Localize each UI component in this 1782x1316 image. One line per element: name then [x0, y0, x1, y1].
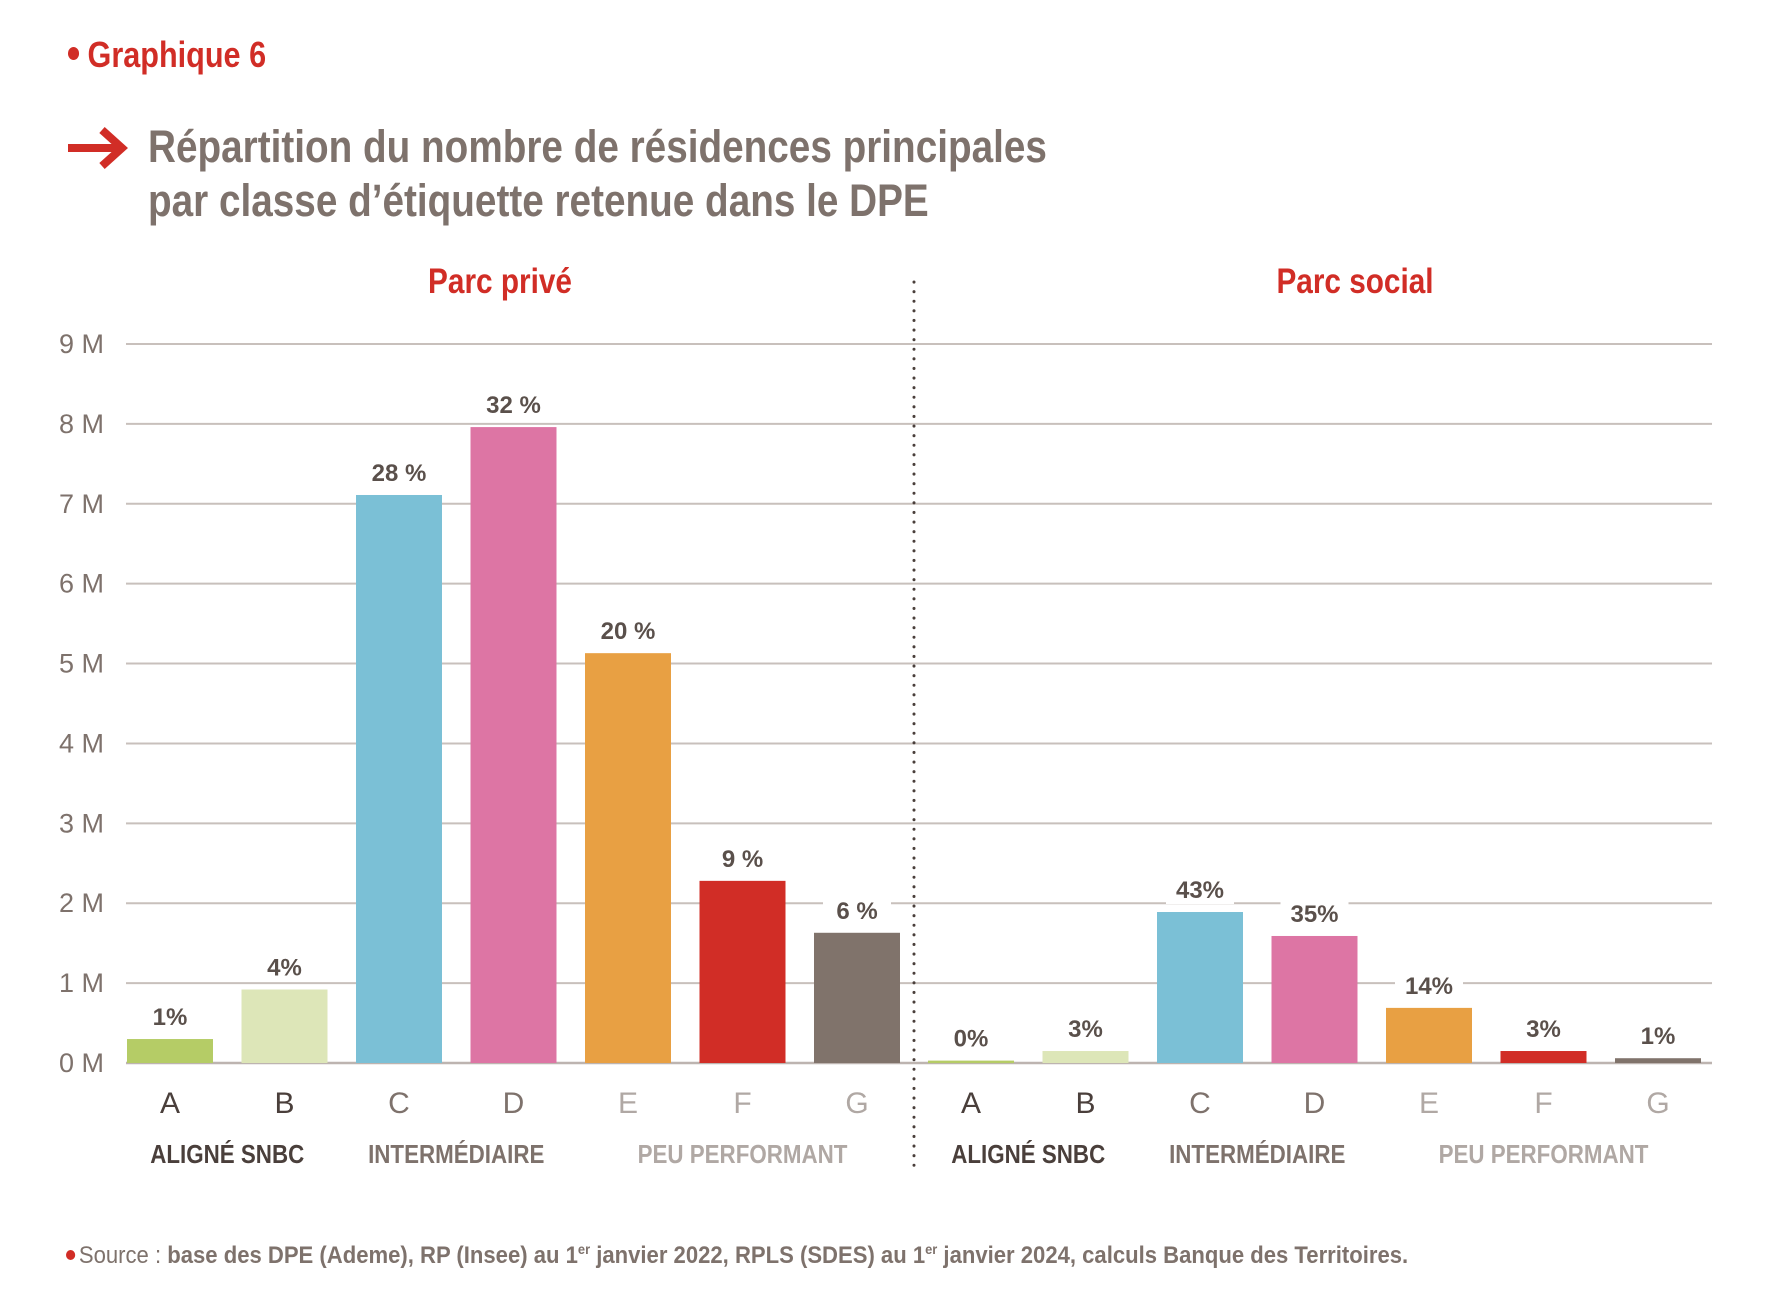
bar-social-g [1615, 1058, 1701, 1063]
data-label: 20 % [601, 618, 656, 645]
y-tick-label: 2 M [59, 888, 104, 918]
data-label: 28 % [372, 460, 427, 487]
data-label-background [594, 615, 662, 646]
panel-title-parc-prive: Parc privé [428, 262, 572, 301]
x-group-label: PEU PERFORMANT [638, 1140, 848, 1169]
data-label: 1% [153, 1004, 188, 1031]
data-label: 4% [267, 955, 302, 982]
data-label: 9 % [722, 846, 763, 873]
source-sup-1: er [577, 1241, 591, 1257]
y-tick-label: 6 M [59, 569, 104, 599]
bar-social-b [1042, 1051, 1129, 1063]
chart-title: Répartition du nombre de résidences prin… [148, 120, 1047, 228]
y-tick-label: 3 M [59, 808, 104, 838]
data-label-background [823, 894, 891, 925]
bullet-icon [68, 46, 80, 60]
data-label: 6 % [836, 898, 877, 925]
data-label: 0% [954, 1026, 989, 1053]
figure-label-text: Graphique 6 [87, 34, 267, 75]
figure-label: Graphique 6 [68, 34, 266, 76]
bar-social-a [928, 1060, 1014, 1064]
x-group-label: INTERMÉDIAIRE [1169, 1139, 1345, 1169]
data-label-background [479, 389, 548, 420]
source-note: Source : base des DPE (Ademe), RP (Insee… [66, 1241, 1408, 1270]
data-label-background [1509, 1013, 1578, 1044]
bullet-icon [66, 1249, 76, 1260]
bar-prive-e [585, 653, 671, 1063]
data-label-background [1395, 969, 1463, 1000]
y-tick-label: 4 M [59, 728, 104, 758]
x-tick-label: G [1646, 1087, 1669, 1120]
bar-prive-a [127, 1039, 213, 1063]
source-part-1: base des DPE (Ademe), RP (Insee) au 1 [167, 1242, 578, 1269]
data-label-background [1280, 897, 1349, 928]
x-tick-label: C [1189, 1087, 1211, 1120]
x-tick-label: C [388, 1087, 410, 1120]
x-tick-label: D [1304, 1087, 1326, 1120]
x-tick-label: B [274, 1087, 294, 1120]
x-tick-label: A [961, 1087, 981, 1120]
y-tick-label: 9 M [59, 329, 104, 359]
data-label-background [708, 842, 777, 873]
data-label-background [1624, 1020, 1692, 1051]
data-label: 3% [1068, 1016, 1103, 1043]
x-group-label: ALIGNÉ SNBC [951, 1139, 1105, 1169]
source-prefix: Source : [78, 1242, 168, 1269]
x-group-label: PEU PERFORMANT [1439, 1140, 1649, 1169]
y-tick-label: 1 M [59, 968, 104, 998]
data-label: 35% [1290, 901, 1338, 928]
x-axis-labels: A B C D E F G ALIGNÉ SNBC INTERMÉDIAIRE PEU PERFO… [150, 1087, 1669, 1169]
x-tick-label: E [618, 1087, 638, 1120]
data-label: 3% [1526, 1016, 1561, 1043]
bars [127, 427, 1701, 1064]
data-label: 43% [1176, 877, 1224, 904]
x-group-label: ALIGNÉ SNBC [150, 1139, 304, 1169]
x-tick-label: B [1075, 1087, 1095, 1120]
bar-prive-g [814, 932, 900, 1063]
y-tick-label: 8 M [59, 409, 104, 439]
bar-social-d [1271, 935, 1358, 1063]
bar-social-e [1386, 1007, 1472, 1063]
y-axis-ticks: 0 M 1 M 2 M 3 M 4 M 5 M 6 M 7 M 8 M 9 M [59, 329, 104, 1078]
x-tick-label: E [1419, 1087, 1439, 1120]
chart-title-line-2: par classe d’étiquette retenue dans le D… [148, 175, 929, 226]
data-label-background [250, 951, 319, 982]
data-label: 14% [1405, 973, 1453, 1000]
data-label: 32 % [486, 392, 541, 419]
data-label-background [136, 1001, 204, 1032]
y-tick-label: 0 M [59, 1048, 104, 1078]
data-label-background [365, 456, 433, 487]
data-label-background [1051, 1013, 1120, 1044]
data-labels: 1% 4% 28 % 32 % 20 % 9 % 6 % 0% 3% 43% 35% 14% 3% 1% [136, 389, 1692, 1053]
bar-prive-b [241, 989, 328, 1063]
bar-prive-f [699, 880, 786, 1063]
bar-social-c [1157, 912, 1243, 1063]
panel-title-parc-social: Parc social [1276, 262, 1434, 301]
y-tick-label: 7 M [59, 489, 104, 519]
bar-social-f [1500, 1051, 1587, 1063]
x-group-label: INTERMÉDIAIRE [368, 1139, 544, 1169]
arrow-right-icon [68, 127, 128, 169]
source-part-2: janvier 2022, RPLS (SDES) au 1 [590, 1242, 926, 1269]
source-part-3: janvier 2024, calculs Banque des Territo… [937, 1242, 1409, 1269]
data-label-background [1166, 874, 1234, 905]
x-tick-label: F [1534, 1087, 1552, 1120]
x-tick-label: F [733, 1087, 751, 1120]
x-tick-label: G [845, 1087, 868, 1120]
y-tick-label: 5 M [59, 649, 104, 679]
bar-prive-d [470, 427, 557, 1063]
chart-title-line-1: Répartition du nombre de résidences prin… [148, 121, 1047, 172]
bar-prive-c [356, 494, 442, 1063]
data-label: 1% [1641, 1023, 1676, 1050]
x-tick-label: A [160, 1087, 180, 1120]
x-tick-label: D [503, 1087, 525, 1120]
data-label-background [937, 1022, 1005, 1053]
source-sup-2: er [925, 1241, 938, 1257]
